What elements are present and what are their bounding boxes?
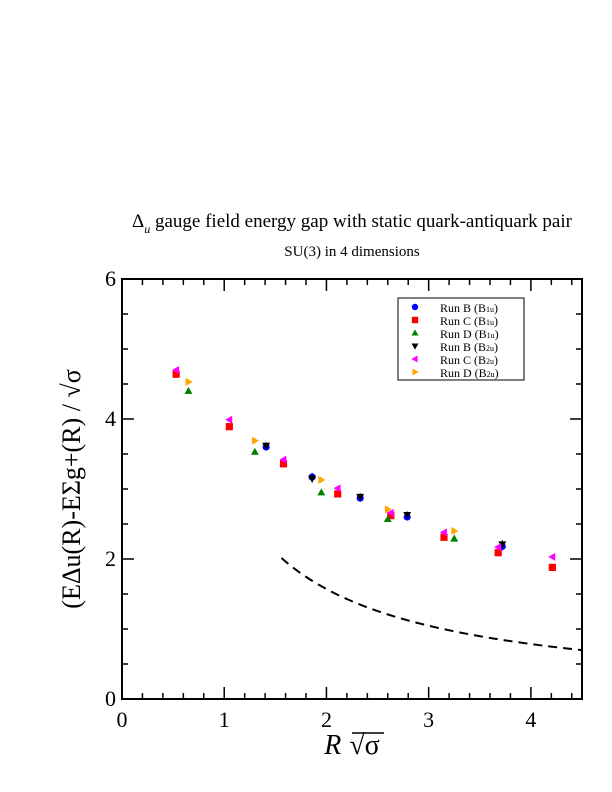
- data-point: [172, 370, 180, 378]
- legend-marker: [412, 368, 419, 376]
- data-point: [317, 488, 326, 496]
- data-point: [334, 490, 342, 498]
- data-point: [450, 534, 459, 542]
- legend-marker: [411, 329, 419, 336]
- legend-marker: [411, 355, 418, 363]
- legend-marker: [411, 303, 419, 311]
- x-tick-label: 1: [219, 707, 230, 732]
- series-4: [262, 442, 507, 549]
- y-tick-labels: 0 2 4 6: [105, 266, 116, 711]
- y-tick-label: 4: [105, 406, 116, 431]
- data-point: [403, 512, 412, 520]
- data-point: [387, 512, 395, 520]
- x-axis-label-r: R: [323, 730, 341, 761]
- chart-title: Δu gauge field energy gap with static qu…: [132, 211, 573, 236]
- data-point: [225, 423, 233, 431]
- data-point: [262, 442, 271, 450]
- legend-box: [397, 297, 525, 381]
- data-point: [318, 475, 326, 484]
- data-point: [451, 527, 459, 535]
- data-point: [252, 436, 260, 445]
- data-point: [185, 377, 193, 386]
- data-point: [498, 541, 507, 549]
- legend-label: Run D (B1u): [440, 327, 499, 341]
- data-point: [494, 543, 502, 552]
- data-point: [279, 460, 288, 468]
- series-6: [185, 377, 459, 535]
- data-point: [548, 552, 556, 561]
- x-axis-label: R √σ: [323, 730, 380, 761]
- data-point: [548, 563, 556, 571]
- data-point: [356, 493, 365, 501]
- y-tick-label: 0: [105, 686, 116, 711]
- data-point: [308, 475, 317, 483]
- x-tick-label: 4: [525, 707, 536, 732]
- dashed-curve: [280, 557, 583, 652]
- data-point: [386, 508, 394, 517]
- y-tick-label: 2: [105, 546, 116, 571]
- title-text: gauge field energy gap with static quark…: [150, 211, 572, 232]
- data-point: [384, 505, 392, 514]
- data-point: [439, 528, 447, 537]
- series-3: [184, 386, 459, 542]
- y-axis-label: (EΔu(R)-EΣg+(R) / √σ: [57, 369, 86, 608]
- x-axis-label-sqrt: √σ: [349, 730, 379, 761]
- title-symbol: Δ: [132, 211, 144, 232]
- data-points: [172, 366, 556, 571]
- data-point: [225, 415, 233, 424]
- data-point: [172, 366, 180, 374]
- series-1: [262, 443, 506, 551]
- series-5: [172, 366, 556, 561]
- data-point: [494, 549, 502, 557]
- x-tick-labels: 0 1 2 3 4: [117, 707, 537, 732]
- x-tick-label: 3: [423, 707, 434, 732]
- data-point: [440, 533, 448, 541]
- legend-marker: [411, 343, 419, 350]
- chart-subtitle: SU(3) in 4 dimensions: [284, 244, 420, 260]
- legend-label: Run D (B2u): [440, 366, 499, 380]
- data-point: [333, 484, 341, 493]
- data-point: [184, 386, 193, 394]
- axis-ticks: [121, 278, 582, 700]
- data-point: [250, 447, 259, 455]
- x-tick-label: 0: [117, 707, 128, 732]
- data-point: [279, 455, 287, 464]
- x-tick-label: 2: [321, 707, 332, 732]
- legend: Run B (B1u)Run C (B1u)Run D (B1u)Run B (…: [411, 301, 499, 380]
- legend-label: Run B (B1u): [440, 301, 498, 315]
- legend-marker: [411, 316, 419, 324]
- legend-label: Run B (B2u): [440, 340, 498, 354]
- legend-label: Run C (B2u): [440, 353, 498, 367]
- series-2: [172, 370, 556, 571]
- y-tick-label: 6: [105, 266, 116, 291]
- legend-label: Run C (B1u): [440, 314, 498, 328]
- title-symbol-sub: u: [144, 222, 150, 236]
- data-point: [383, 514, 392, 522]
